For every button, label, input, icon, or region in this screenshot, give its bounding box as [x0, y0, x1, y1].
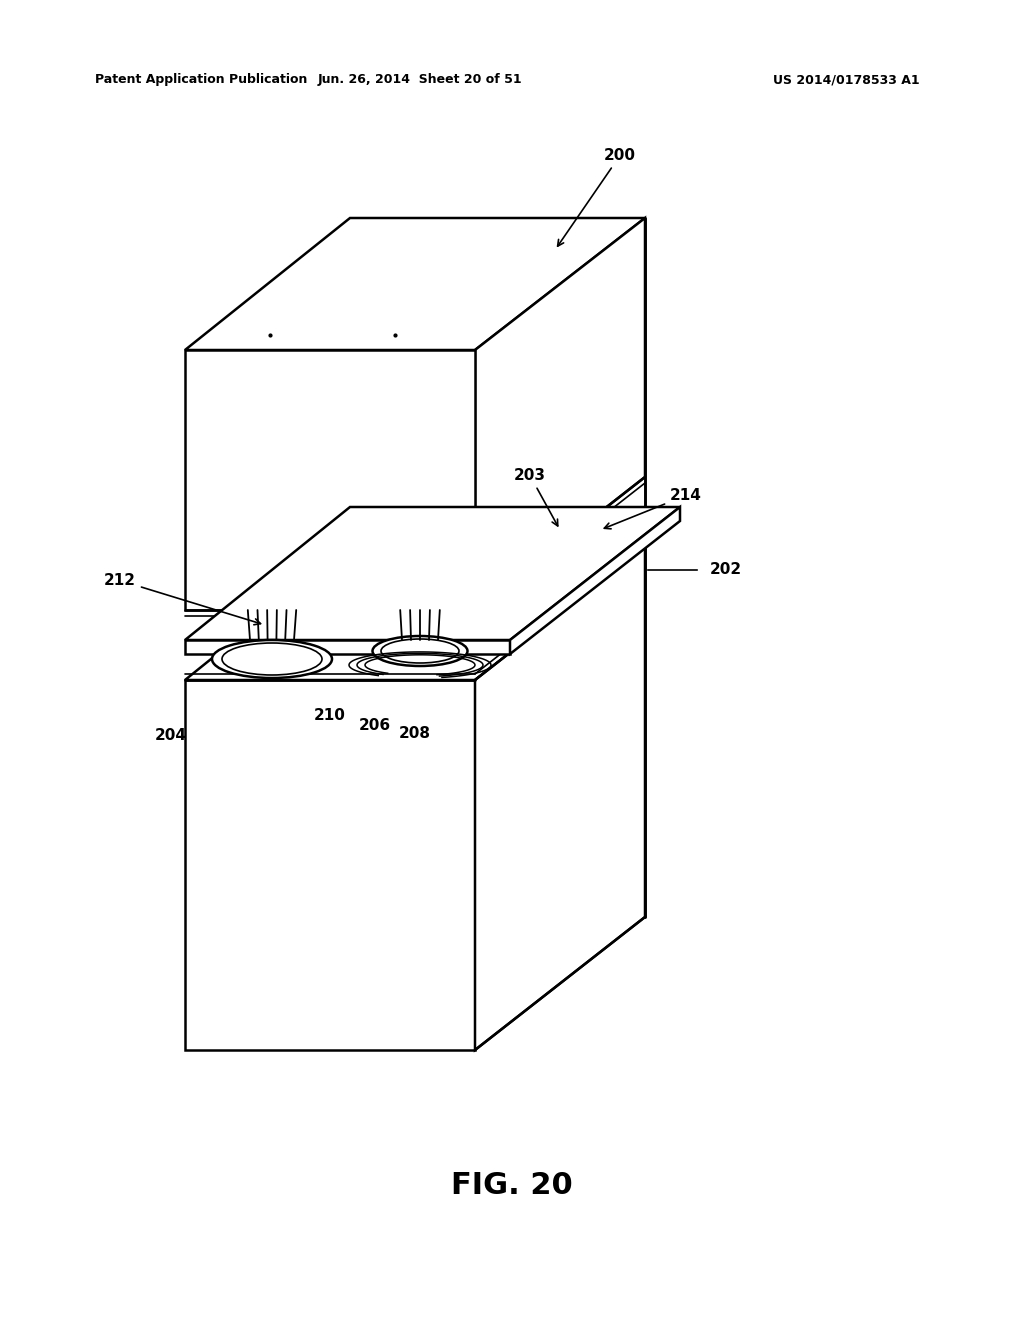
- Ellipse shape: [222, 643, 322, 675]
- Text: 203: 203: [514, 469, 558, 525]
- Polygon shape: [510, 507, 680, 653]
- Polygon shape: [475, 546, 645, 1049]
- Polygon shape: [185, 218, 645, 350]
- Text: Jun. 26, 2014  Sheet 20 of 51: Jun. 26, 2014 Sheet 20 of 51: [317, 74, 522, 87]
- Polygon shape: [475, 218, 645, 610]
- Text: 206: 206: [359, 718, 391, 733]
- Polygon shape: [185, 350, 475, 610]
- Ellipse shape: [212, 640, 332, 678]
- Polygon shape: [185, 546, 645, 680]
- Text: Patent Application Publication: Patent Application Publication: [95, 74, 307, 87]
- Polygon shape: [185, 640, 510, 653]
- Text: 214: 214: [604, 488, 701, 529]
- Ellipse shape: [381, 639, 459, 663]
- Polygon shape: [185, 680, 475, 1049]
- Text: 212: 212: [104, 573, 260, 624]
- Text: 204: 204: [155, 729, 187, 743]
- Polygon shape: [185, 507, 680, 640]
- Text: FIG. 20: FIG. 20: [452, 1171, 572, 1200]
- Text: 200: 200: [558, 148, 636, 246]
- Text: 202: 202: [710, 562, 742, 578]
- Text: 208: 208: [399, 726, 431, 741]
- Ellipse shape: [373, 636, 468, 667]
- Text: 210: 210: [314, 708, 346, 723]
- Text: US 2014/0178533 A1: US 2014/0178533 A1: [773, 74, 920, 87]
